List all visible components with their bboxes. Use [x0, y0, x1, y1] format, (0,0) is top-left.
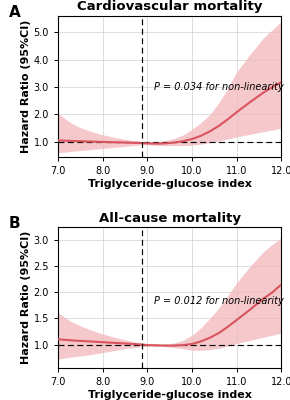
Title: Cardiovascular mortality: Cardiovascular mortality — [77, 0, 262, 14]
X-axis label: Triglyceride-glucose index: Triglyceride-glucose index — [88, 390, 252, 400]
Text: P = 0.034 for non-linearity: P = 0.034 for non-linearity — [154, 82, 284, 92]
Text: P = 0.012 for non-linearity: P = 0.012 for non-linearity — [154, 296, 284, 306]
Y-axis label: Hazard Ratio (95%CI): Hazard Ratio (95%CI) — [21, 231, 31, 364]
Title: All-cause mortality: All-cause mortality — [99, 212, 241, 225]
X-axis label: Triglyceride-glucose index: Triglyceride-glucose index — [88, 179, 252, 189]
Text: A: A — [9, 5, 21, 20]
Text: B: B — [9, 216, 21, 231]
Y-axis label: Hazard Ratio (95%CI): Hazard Ratio (95%CI) — [21, 20, 31, 153]
